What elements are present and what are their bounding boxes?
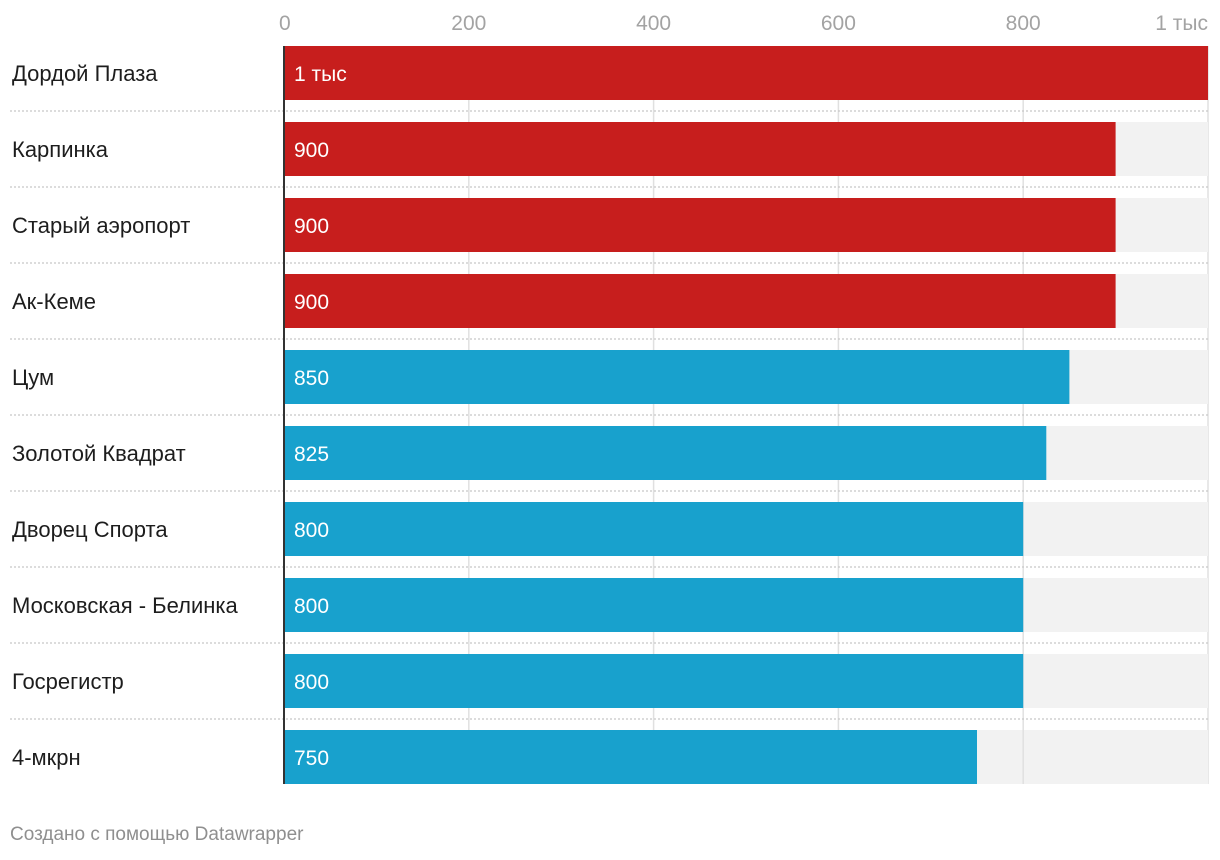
bar <box>284 426 1047 480</box>
category-label: Золотой Квадрат <box>12 441 186 466</box>
category-label: Московская - Белинка <box>12 593 238 618</box>
x-tick-label: 800 <box>1006 12 1041 35</box>
x-tick-label: 600 <box>821 12 856 35</box>
bar-value-label: 900 <box>294 291 329 314</box>
bar <box>284 46 1208 100</box>
category-label: 4-мкрн <box>12 745 81 770</box>
category-label: Госрегистр <box>12 669 124 694</box>
x-axis-ticks: 0 200 400 600 800 1 тыс <box>279 12 1208 35</box>
bar <box>284 730 977 784</box>
bar <box>284 578 1024 632</box>
category-label: Дордой Плаза <box>12 61 158 86</box>
category-label: Цум <box>12 365 54 390</box>
x-tick-label: 0 <box>279 12 291 35</box>
bar-row: 825 Золотой Квадрат <box>10 426 1208 492</box>
bar-row: 750 4-мкрн <box>12 730 1208 784</box>
bar-rows: 1 тыс Дордой Плаза 900 Карпинка 900 Старый аэ… <box>10 46 1208 784</box>
bar-row: 1 тыс Дордой Плаза <box>10 46 1208 112</box>
bar-row: 800 Московская - Белинка <box>10 578 1208 644</box>
bar-value-label: 800 <box>294 671 329 694</box>
x-tick-label: 1 тыс <box>1155 12 1208 35</box>
bar-row: 900 Старый аэропорт <box>10 198 1208 264</box>
category-label: Карпинка <box>12 137 109 162</box>
bar <box>284 274 1116 328</box>
bar-value-label: 800 <box>294 519 329 542</box>
category-label: Ак-Кеме <box>12 289 96 314</box>
bar <box>284 502 1024 556</box>
bar-row: 850 Цум <box>10 350 1208 416</box>
footer-credit: Создано с помощью Datawrapper <box>10 824 304 845</box>
bar-row: 800 Госрегистр <box>10 654 1208 720</box>
bar <box>284 198 1116 252</box>
bar-value-label: 825 <box>294 443 329 466</box>
bar-value-label: 850 <box>294 367 329 390</box>
bar <box>284 654 1024 708</box>
x-tick-label: 400 <box>636 12 671 35</box>
bar-value-label: 900 <box>294 139 329 162</box>
bar <box>284 350 1070 404</box>
bar-value-label: 750 <box>294 747 329 770</box>
bar-row: 900 Ак-Кеме <box>10 274 1208 340</box>
bar-row: 800 Дворец Спорта <box>10 502 1208 568</box>
category-label: Старый аэропорт <box>12 213 190 238</box>
bar-value-label: 800 <box>294 595 329 618</box>
category-label: Дворец Спорта <box>12 517 168 542</box>
bar-value-label: 1 тыс <box>294 63 347 86</box>
bar <box>284 122 1116 176</box>
bar-row: 900 Карпинка <box>10 122 1208 188</box>
bar-value-label: 900 <box>294 215 329 238</box>
x-tick-label: 200 <box>451 12 486 35</box>
